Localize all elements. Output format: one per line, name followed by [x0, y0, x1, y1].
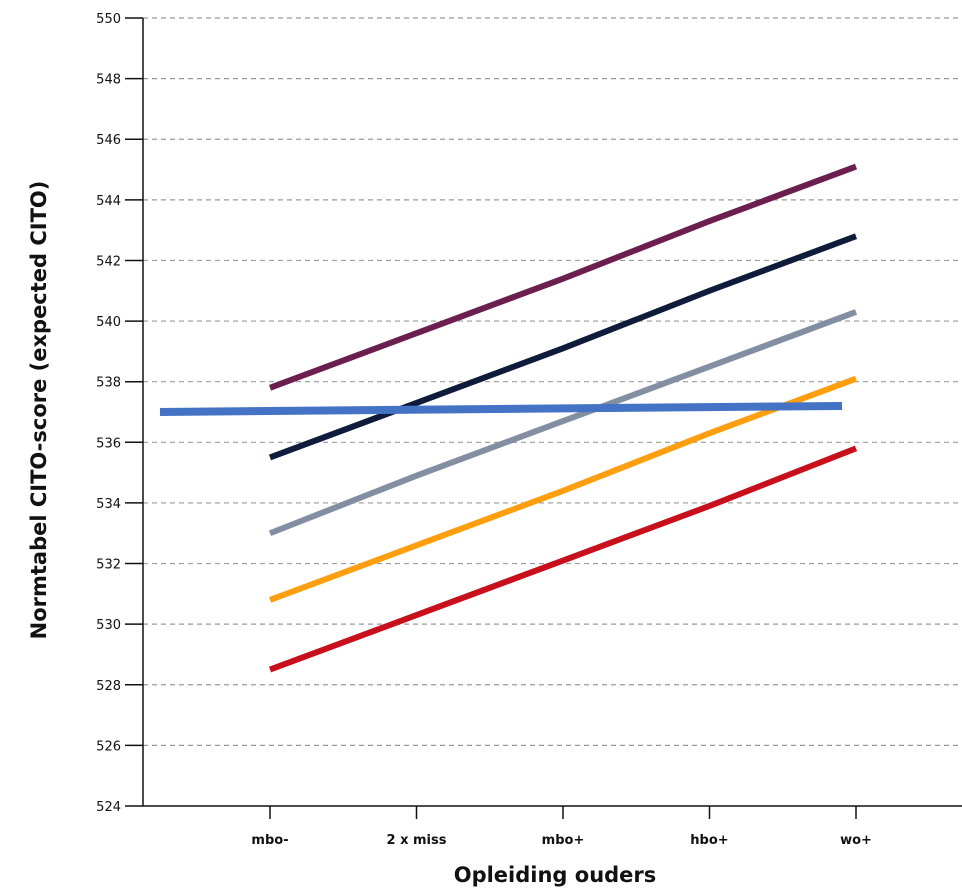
series-line-5: [268, 445, 858, 673]
series-line-1: [268, 163, 858, 391]
y-tick-label: 550: [96, 12, 121, 27]
x-tick-label: mbo+: [542, 833, 585, 848]
y-tick-label: 546: [96, 133, 121, 148]
gridlines: [143, 17, 962, 746]
y-ticks: 524 526 528 530 532 534 536 538 540 542 544 546 548 5…: [96, 12, 143, 815]
y-axis-title: Normtabel CITO-score (expected CITO): [27, 181, 51, 640]
y-tick-label: 538: [96, 376, 121, 391]
y-tick-label: 524: [96, 800, 121, 815]
x-tick-label: 2 x miss: [387, 833, 447, 848]
series-lines: [159, 163, 858, 673]
y-tick-label: 532: [96, 558, 121, 573]
y-tick-label: 528: [96, 679, 121, 694]
y-tick-label: 526: [96, 739, 121, 754]
x-axis-title: Opleiding ouders: [454, 863, 657, 887]
axes: [142, 18, 962, 807]
y-tick-label: 542: [96, 254, 121, 269]
series-line-3: [268, 309, 858, 537]
series-line-2: [268, 233, 858, 461]
y-tick-label: 530: [96, 618, 121, 633]
y-tick-label: 536: [96, 436, 121, 451]
reference-line: [159, 401, 843, 416]
x-tick-label: wo+: [840, 833, 872, 848]
x-ticks: mbo- 2 x miss mbo+ hbo+ wo+: [251, 806, 872, 848]
y-tick-label: 544: [96, 194, 121, 209]
y-tick-label: 548: [96, 73, 121, 88]
series-line-4: [268, 375, 858, 603]
x-tick-label: hbo+: [690, 833, 728, 848]
y-tick-label: 534: [96, 497, 121, 512]
x-tick-label: mbo-: [251, 833, 288, 848]
y-tick-label: 540: [96, 315, 121, 330]
